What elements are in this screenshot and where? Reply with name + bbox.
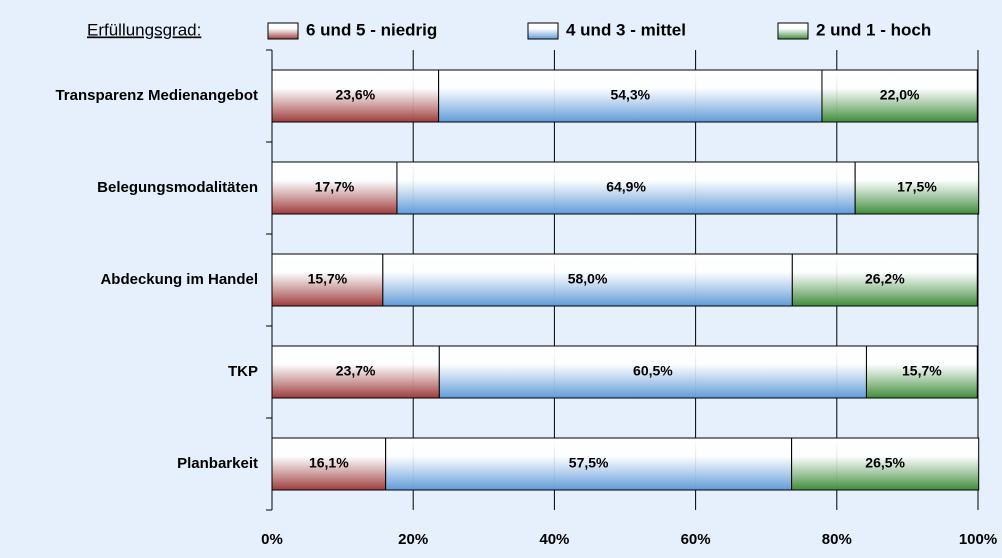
bar-segment bbox=[865, 345, 978, 399]
data-label: 17,7% bbox=[315, 179, 355, 195]
x-tick-label: 100% bbox=[959, 531, 997, 548]
x-tick-label: 40% bbox=[539, 531, 569, 548]
legend-swatch bbox=[267, 22, 299, 40]
data-label: 54,3% bbox=[610, 87, 650, 103]
bar-segment bbox=[385, 437, 793, 491]
legend-label: 6 und 5 - niedrig bbox=[306, 20, 437, 39]
data-label: 26,2% bbox=[865, 271, 905, 287]
data-label: 64,9% bbox=[606, 179, 646, 195]
bar-segment bbox=[271, 437, 387, 491]
legend-label: 2 und 1 - hoch bbox=[816, 20, 931, 39]
bar-segment bbox=[791, 437, 980, 491]
bar-segment bbox=[271, 69, 440, 123]
data-label: 57,5% bbox=[569, 455, 609, 471]
bar-segment bbox=[438, 69, 823, 123]
legend-title: Erfüllungsgrad: bbox=[87, 20, 201, 39]
x-tick-label: 0% bbox=[261, 531, 283, 548]
y-tick-label: Abdeckung im Handel bbox=[100, 271, 258, 288]
data-label: 22,0% bbox=[880, 87, 920, 103]
data-label: 60,5% bbox=[633, 363, 673, 379]
y-tick-label: Transparenz Medienangebot bbox=[55, 87, 258, 104]
x-tick-label: 20% bbox=[398, 531, 428, 548]
bar-segment bbox=[382, 253, 793, 307]
y-tick-label: Belegungsmodalitäten bbox=[97, 179, 258, 196]
data-label: 17,5% bbox=[897, 179, 937, 195]
bar-segment bbox=[271, 161, 398, 215]
data-label: 23,6% bbox=[335, 87, 375, 103]
y-tick-label: TKP bbox=[228, 363, 258, 380]
bar-segment bbox=[396, 161, 856, 215]
bar-segment bbox=[438, 345, 867, 399]
legend-swatch bbox=[777, 22, 809, 40]
bar-segment bbox=[791, 253, 978, 307]
bar-segment bbox=[271, 345, 440, 399]
bar-segment bbox=[271, 253, 384, 307]
x-tick-label: 60% bbox=[681, 531, 711, 548]
legend-label: 4 und 3 - mittel bbox=[566, 20, 686, 39]
bar-segment bbox=[821, 69, 978, 123]
legend-swatch bbox=[527, 22, 559, 40]
bar-segment bbox=[854, 161, 980, 215]
data-label: 15,7% bbox=[308, 271, 348, 287]
y-tick-label: Planbarkeit bbox=[177, 455, 258, 472]
x-tick-label: 80% bbox=[822, 531, 852, 548]
data-label: 58,0% bbox=[568, 271, 608, 287]
data-label: 15,7% bbox=[902, 363, 942, 379]
data-label: 23,7% bbox=[336, 363, 376, 379]
data-label: 26,5% bbox=[865, 455, 905, 471]
data-label: 16,1% bbox=[309, 455, 349, 471]
